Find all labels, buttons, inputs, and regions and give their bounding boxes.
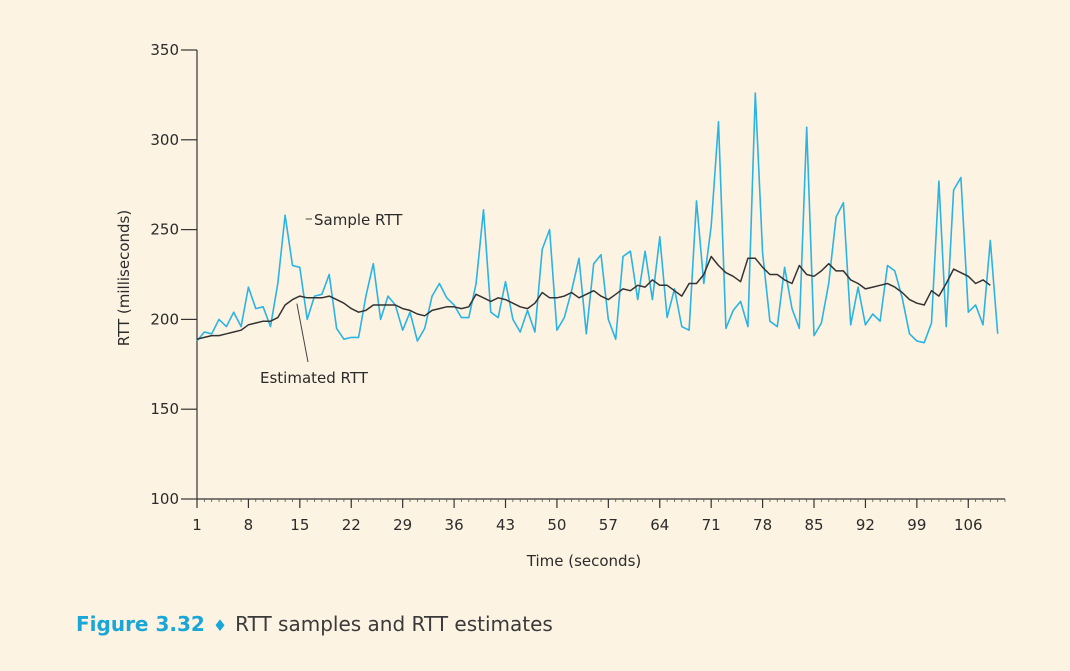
- estimated-rtt-line: [196, 255, 991, 340]
- figure-number: Figure 3.32: [76, 612, 205, 636]
- estimated-rtt-annotation: Estimated RTT: [260, 369, 369, 387]
- x-tick-label: 8: [244, 516, 254, 534]
- x-tick-label: 99: [907, 516, 926, 534]
- y-tick-label: 300: [150, 131, 179, 149]
- figure-caption: Figure 3.32 ♦ RTT samples and RTT estimate…: [76, 612, 553, 636]
- x-tick-label: 64: [650, 516, 669, 534]
- x-tick-label: 43: [496, 516, 515, 534]
- series-layer: [196, 92, 999, 344]
- x-tick-label: 15: [290, 516, 309, 534]
- y-axis-title: RTT (milliseconds): [115, 210, 133, 346]
- y-tick-label: 100: [150, 490, 179, 508]
- diamond-icon: ♦: [212, 616, 228, 635]
- y-tick-label: 350: [150, 41, 179, 59]
- x-tick-label: 85: [804, 516, 823, 534]
- x-tick-label: 106: [954, 516, 983, 534]
- x-tick-label: 57: [599, 516, 618, 534]
- axes: 100 150 200 250 300 350 1 8 15 22 29 36 43 50 57 64 71 7…: [150, 41, 1006, 534]
- x-tick-label: 71: [702, 516, 721, 534]
- x-tick-label: 92: [856, 516, 875, 534]
- y-tick-label: 200: [150, 310, 179, 328]
- x-tick-label: 50: [547, 516, 566, 534]
- x-axis-ticks: 1 8 15 22 29 36 43 50 57 64 71 78 85 92 99 106: [192, 499, 1006, 534]
- x-tick-label: 29: [393, 516, 412, 534]
- y-tick-label: 250: [150, 221, 179, 239]
- y-axis-ticks: 100 150 200 250 300 350: [150, 41, 197, 508]
- rtt-line-chart: 100 150 200 250 300 350 1 8 15 22 29 36 43 50 57 64 71 7…: [115, 41, 1006, 570]
- caption-text: RTT samples and RTT estimates: [235, 612, 553, 636]
- y-tick-label: 150: [150, 400, 179, 418]
- sample-rtt-annotation: Sample RTT: [314, 211, 403, 229]
- x-tick-label: 78: [753, 516, 772, 534]
- x-axis-title: Time (seconds): [526, 552, 642, 570]
- estimated-rtt-leader-line: [296, 303, 309, 363]
- x-tick-label: 22: [342, 516, 361, 534]
- sample-rtt-line: [196, 92, 999, 344]
- x-tick-label: 1: [192, 516, 202, 534]
- x-tick-label: 36: [445, 516, 464, 534]
- annotation-layer: Sample RTT Estimated RTT: [260, 211, 403, 387]
